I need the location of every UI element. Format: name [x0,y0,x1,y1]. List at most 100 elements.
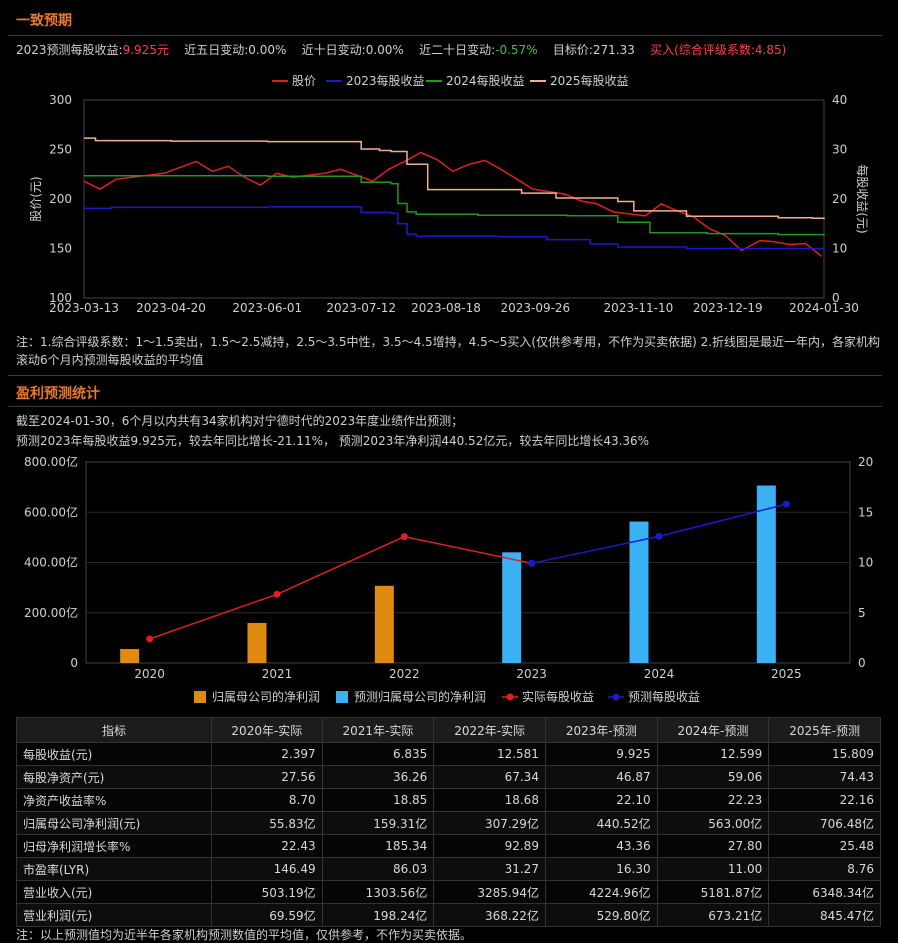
table-cell: 706.48亿 [768,811,881,835]
y2-tick-label: 0 [832,291,840,305]
y-axis-title: 股价(元) [29,176,43,221]
row-label: 每股收益(元) [15,742,213,766]
series-line-3 [84,137,825,220]
legend-label: 2025每股收益 [550,73,629,88]
row-label: 每股净资产(元) [15,765,213,789]
x-tick-label: 2023 [516,667,547,681]
y2-axis-title: 每股收益(元) [855,164,870,233]
plot-area [83,99,825,299]
x-tick-label: 2021 [262,667,293,681]
table-cell: 503.19亿 [211,880,323,904]
table-cell: 6348.34亿 [768,880,881,904]
x-tick-label: 2022 [389,667,420,681]
y2-tick-label: 20 [858,455,873,469]
y-tick-label: 150 [49,242,72,256]
table-row: 归属母公司净利润(元) 55.83亿 159.31亿 307.29亿 440.52亿 56… [15,811,881,835]
legend-swatch [194,691,206,703]
row-label: 净资产收益率% [15,788,213,812]
table-cell: 6.835 [321,742,435,766]
table-cell: 198.24亿 [321,903,435,927]
bar-1-2023 [502,552,522,663]
y2-tick-label: 5 [858,606,866,620]
y2-tick-label: 40 [832,93,847,107]
table-cell: 12.599 [656,742,770,766]
divider [8,406,882,407]
table-header-cell: 2024年-预测 [656,717,770,743]
x-tick-label: 2020 [134,667,165,681]
table-cell: 3285.94亿 [433,880,546,904]
table-header: 指标 2020年-实际 2021年-实际 2022年-实际 2023年-预测 2024年-… [15,717,881,743]
eps-value: 9.925元 [122,43,169,57]
y2-tick-label: 20 [832,192,847,206]
table-row: 每股净资产(元) 27.56 36.26 67.34 46.87 59.06 74.43 [15,765,881,789]
y-tick-label: 200.00亿 [24,605,78,620]
divider [8,375,882,376]
table-cell: 563.00亿 [656,811,770,835]
row-label: 归属母公司净利润(元) [15,811,213,835]
forecast-table: 指标 2020年-实际 2021年-实际 2022年-实际 2023年-预测 2024年-… [15,717,881,927]
legend-label: 2024每股收益 [446,73,525,88]
y-tick-label: 800.00亿 [24,454,78,469]
x-tick-label: 2023-03-13 [49,301,119,315]
legend-swatch-dot [506,693,514,701]
x-tick-label: 2023-04-20 [136,301,206,315]
x-tick-label: 2023-08-18 [411,301,481,315]
table-cell: 159.31亿 [321,811,435,835]
eps-price-line-chart: 股价 2023每股收益 2024每股收益 2025每股收益30025020015010… [29,73,870,315]
table-cell: 5181.87亿 [656,880,770,904]
y-tick-label: 0 [70,656,78,670]
table-cell: 22.23 [656,788,770,812]
table-row: 归母净利润增长率% 22.43 185.34 92.89 43.36 27.80 25.48 [15,834,881,858]
table-cell: 92.89 [433,834,546,858]
table-row: 净资产收益率% 8.70 18.85 18.68 22.10 22.23 22.16 [15,788,881,812]
legend-label: 预测每股收益 [628,689,700,704]
bar-0-2022 [374,585,394,663]
table-cell: 74.43 [768,765,881,789]
table-row: 每股收益(元) 2.397 6.835 12.581 9.925 12.599 15.809 [15,742,881,766]
change-20d-value: -0.57% [495,43,538,57]
change-20d-label: 近二十日变动: [419,43,496,57]
table-cell: 15.809 [768,742,881,766]
stats-line-2: 预测2023年每股收益9.925元，较去年同比增长-21.11%， 预测2023… [16,434,650,448]
bar-1-2025 [756,485,776,663]
table-cell: 27.80 [656,834,770,858]
series-line-2 [149,535,532,640]
table-cell: 307.29亿 [433,811,546,835]
table-header-cell: 2022年-实际 [433,717,546,743]
table-cell: 46.87 [544,765,658,789]
table-cell: 18.85 [321,788,435,812]
y-tick-label: 600.00亿 [24,504,78,519]
legend-label: 实际每股收益 [522,689,594,704]
table-cell: 529.80亿 [544,903,658,927]
table-row: 营业利润(元) 69.59亿 198.24亿 368.22亿 529.80亿 673.21… [15,903,881,927]
table-cell: 1303.56亿 [321,880,435,904]
table-cell: 55.83亿 [211,811,323,835]
x-tick-label: 2023-11-10 [604,301,674,315]
x-tick-label: 2024 [644,667,675,681]
table-cell: 2.397 [211,742,323,766]
table-cell: 31.27 [433,857,546,881]
table-cell: 67.34 [433,765,546,789]
y-tick-label: 100 [49,291,72,305]
y2-tick-label: 30 [832,143,847,157]
bar-0-2021 [247,622,267,663]
series-line-0 [83,151,823,257]
bar-1-2024 [629,521,649,663]
table-cell: 69.59亿 [211,903,323,927]
row-label: 市盈率(LYR) [15,857,213,881]
consensus-summary: 2023预测每股收益:9.925元 近五日变动:0.00% 近十日变动:0.00… [16,41,786,58]
table-cell: 16.30 [544,857,658,881]
table-cell: 8.70 [211,788,323,812]
series-point-3 [528,559,536,567]
legend-label: 归属母公司的净利润 [212,689,320,704]
table-header-cell: 2020年-实际 [211,717,323,743]
table-cell: 22.10 [544,788,658,812]
table-cell: 22.43 [211,834,323,858]
change-10d: 近十日变动:0.00% [301,43,404,57]
legend-label: 2023每股收益 [346,73,425,88]
table-cell: 18.68 [433,788,546,812]
y2-tick-label: 10 [858,556,873,570]
stats-title: 盈利预测统计 [16,386,100,402]
legend-label: 股价 [292,74,316,88]
table-cell: 43.36 [544,834,658,858]
